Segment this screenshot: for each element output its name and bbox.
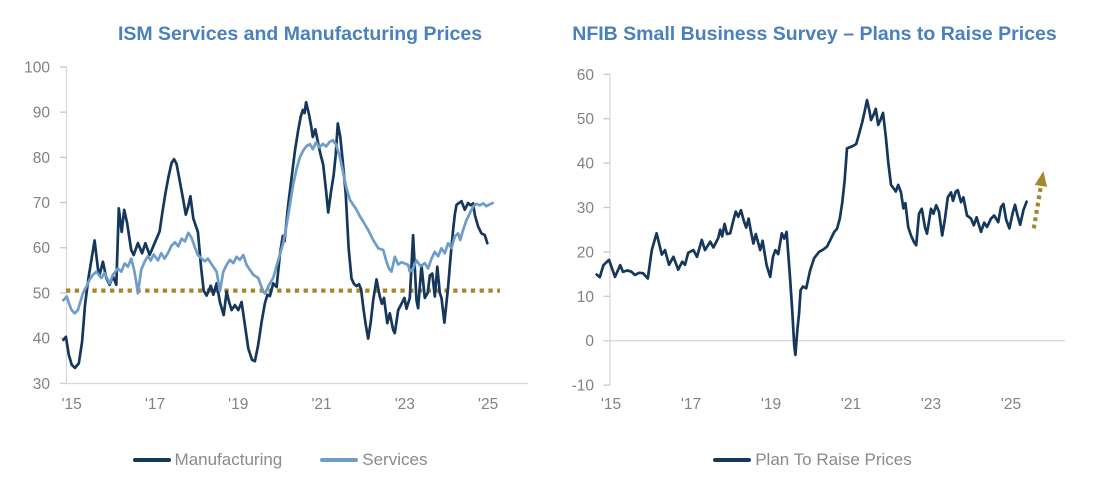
legend-label-services: Services [362,450,428,469]
y-tick-label: -10 [572,378,595,395]
x-tick-label: '23 [395,396,415,413]
x-tick-label: '25 [1001,396,1021,413]
y-tick-label: 0 [585,333,594,350]
legend-item-manufacturing: Manufacturing [132,450,283,470]
x-tick-label: '21 [841,396,861,413]
x-tick-label: '17 [681,396,701,413]
trend-arrow-head [1034,171,1047,187]
x-tick-label: '19 [761,396,781,413]
y-tick-label: 50 [577,111,595,128]
x-tick-label: '23 [921,396,941,413]
y-tick-label: 60 [33,240,51,257]
right-chart: -10 0 10 20 30 40 50 60 '15 '17 '19 '21 '23 '25 [572,67,1065,413]
y-tick-label: 10 [577,289,595,306]
y-tick-label: 30 [577,200,595,217]
y-tick-label: 50 [33,285,51,302]
manufacturing-line-swatch [132,458,171,462]
services-line-swatch [320,458,359,462]
legend-item-services: Services [320,450,427,470]
left-chart-legend: Manufacturing Services [40,449,520,471]
manufacturing-line [62,100,489,370]
legend-item-plan-to-raise-prices: Plan To Raise Prices [713,450,912,470]
y-tick-label: 80 [33,150,51,167]
x-tick-label: '19 [228,396,248,413]
legend-label-plan-to-raise-prices: Plan To Raise Prices [755,450,912,469]
x-tick-label: '21 [311,396,331,413]
x-tick-label: '15 [601,396,621,413]
y-tick-label: 40 [577,156,595,173]
x-tick-label: '15 [62,396,82,413]
services-line [62,138,495,315]
y-tick-label: 40 [33,331,51,348]
y-tick-label: 60 [577,67,595,84]
left-chart: 30 40 50 60 70 80 90 100 '15 '17 '19 '21 '23 '25 [24,59,528,413]
right-chart-legend: Plan To Raise Prices [560,449,1065,471]
y-tick-label: 20 [577,244,595,261]
y-tick-label: 70 [33,195,51,212]
y-tick-label: 30 [33,376,51,393]
y-tick-label: 90 [33,105,51,122]
right-chart-title: NFIB Small Business Survey – Plans to Ra… [572,23,1057,45]
x-tick-label: '17 [145,396,165,413]
trend-arrow-shaft [1031,185,1043,229]
legend-label-manufacturing: Manufacturing [174,450,283,469]
plan-to-raise-prices-line [595,98,1028,357]
plan-to-raise-prices-line-swatch [713,458,752,462]
y-tick-label: 100 [24,59,50,76]
x-tick-label: '25 [478,396,498,413]
left-chart-title: ISM Services and Manufacturing Prices [117,23,483,45]
